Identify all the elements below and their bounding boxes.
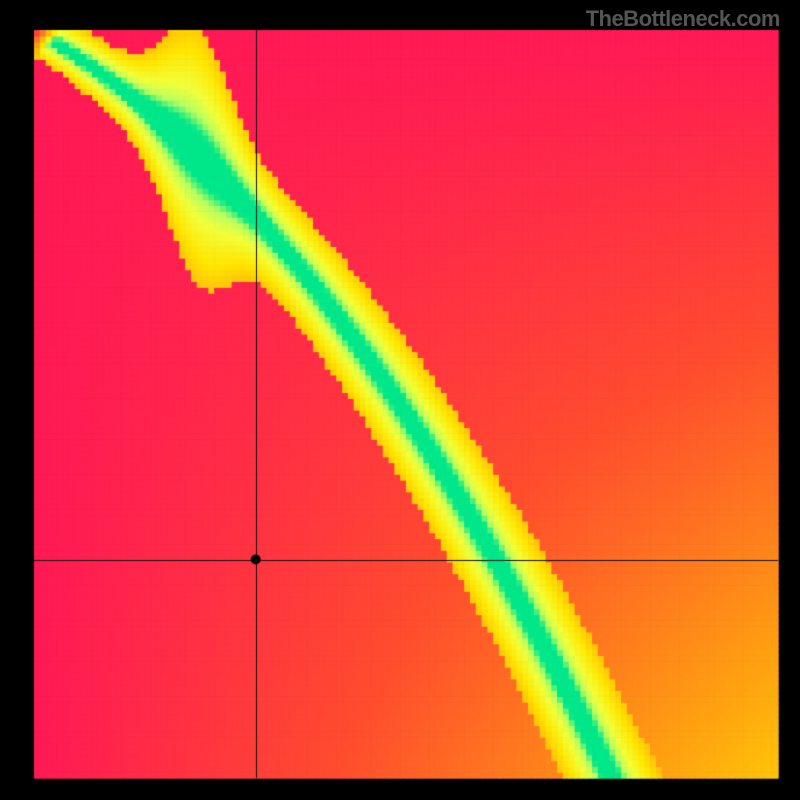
bottleneck-heatmap — [0, 0, 800, 800]
chart-container: TheBottleneck.com — [0, 0, 800, 800]
